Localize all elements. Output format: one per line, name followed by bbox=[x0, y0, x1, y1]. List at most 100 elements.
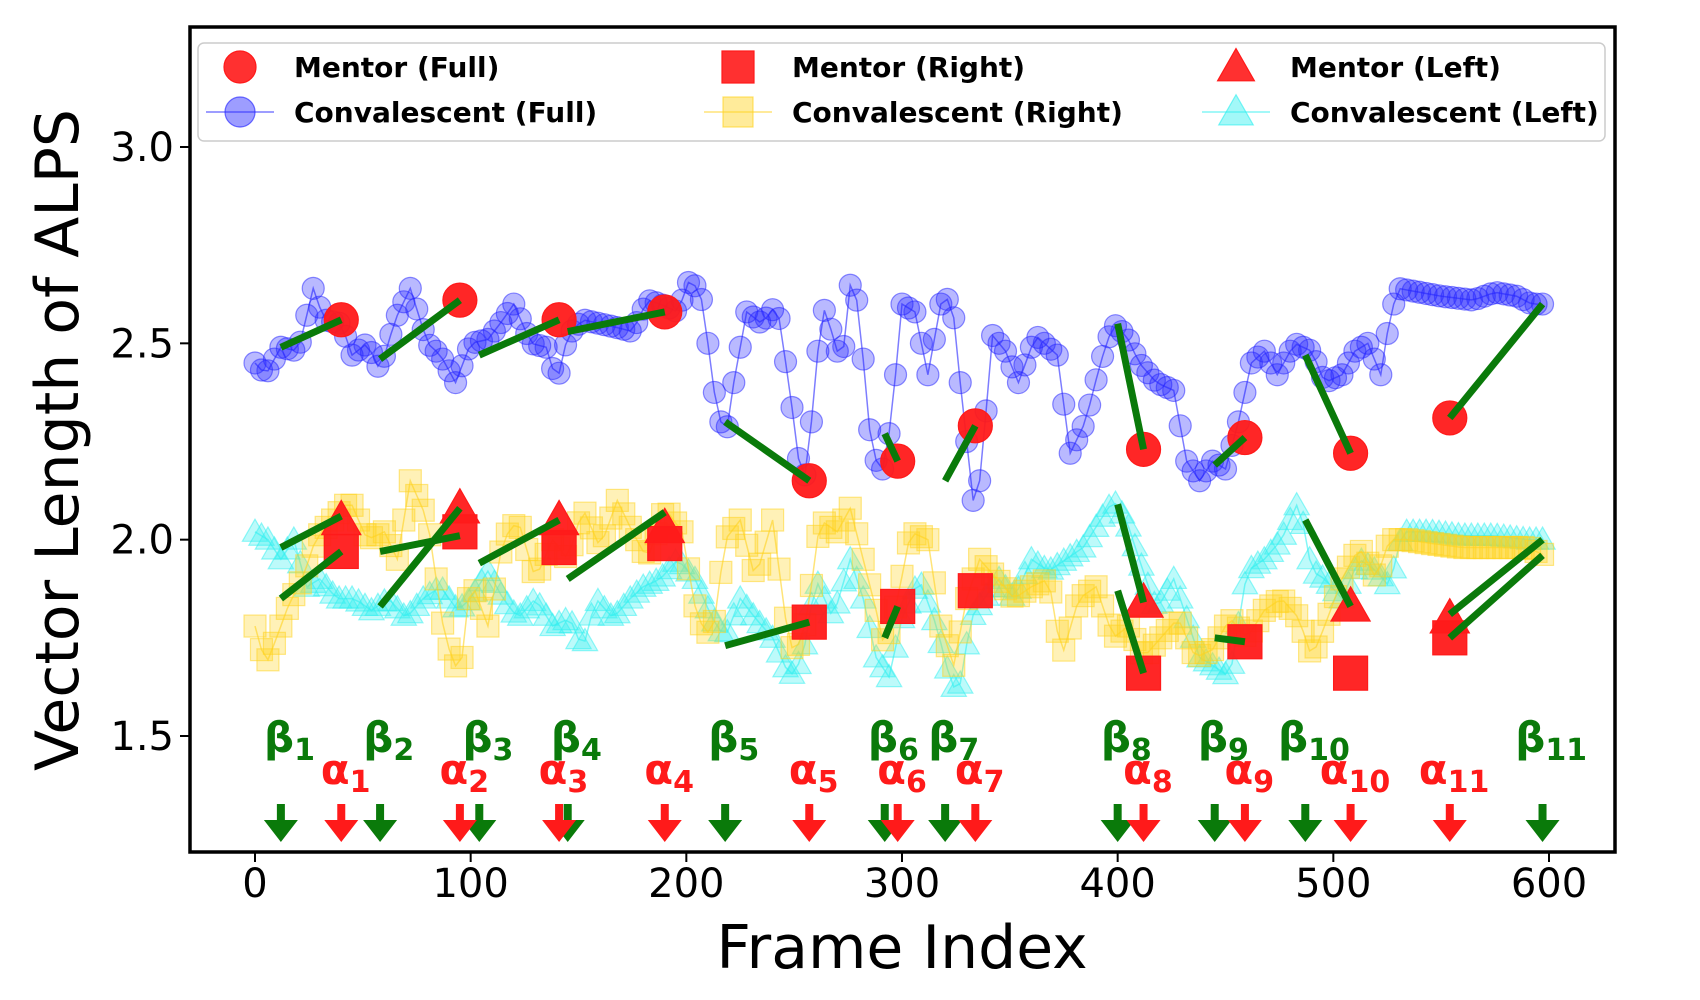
data-point bbox=[1030, 554, 1059, 579]
data-point bbox=[1194, 640, 1218, 665]
data-point bbox=[1050, 546, 1078, 571]
data-point bbox=[767, 306, 791, 331]
data-point bbox=[722, 371, 746, 395]
event-subscript: 3 bbox=[567, 765, 588, 800]
alpha-label: α9 bbox=[1224, 745, 1274, 800]
data-point bbox=[696, 331, 720, 355]
data-point bbox=[1479, 282, 1503, 306]
data-point bbox=[1056, 542, 1084, 567]
data-point bbox=[812, 298, 836, 322]
arrow-head bbox=[1525, 820, 1560, 842]
connector-line bbox=[1447, 301, 1546, 421]
data-point bbox=[603, 599, 632, 624]
data-point bbox=[832, 508, 856, 532]
legend-item: Mentor (Right) bbox=[721, 50, 1025, 84]
data-point bbox=[1407, 530, 1432, 554]
data-point bbox=[1160, 565, 1188, 590]
data-point bbox=[592, 524, 616, 548]
data-point bbox=[689, 612, 714, 636]
arrow-shaft bbox=[1538, 804, 1547, 822]
data-point bbox=[1453, 287, 1477, 311]
data-point bbox=[398, 276, 422, 300]
arrow-shaft bbox=[660, 804, 669, 822]
data-point bbox=[832, 334, 856, 359]
data-point bbox=[935, 287, 959, 311]
data-point bbox=[942, 306, 966, 330]
data-point bbox=[748, 552, 772, 576]
data-point bbox=[993, 577, 1018, 601]
data-point bbox=[812, 511, 836, 535]
data-point bbox=[765, 638, 793, 663]
connector-line bbox=[1114, 589, 1147, 675]
data-point bbox=[1013, 579, 1037, 603]
data-point bbox=[1362, 347, 1386, 371]
arrow-head bbox=[880, 820, 915, 842]
alpha-arrow-icon bbox=[792, 804, 827, 842]
data-point bbox=[1420, 531, 1445, 556]
event-symbol: α bbox=[1419, 745, 1448, 794]
data-point bbox=[819, 515, 843, 539]
event-symbol: β bbox=[1278, 713, 1308, 762]
arrow-head bbox=[792, 820, 827, 842]
data-point bbox=[1295, 545, 1324, 570]
alpha-arrow-icon bbox=[542, 804, 577, 842]
data-point bbox=[935, 634, 959, 658]
data-point bbox=[1285, 332, 1309, 356]
data-point bbox=[1330, 363, 1354, 387]
data-point bbox=[502, 292, 526, 316]
data-point bbox=[1244, 549, 1272, 574]
data-point bbox=[676, 270, 701, 295]
data-point bbox=[379, 322, 403, 346]
beta-arrow-icon bbox=[1100, 804, 1135, 842]
beta-arrow-icon bbox=[708, 804, 743, 842]
data-point bbox=[249, 638, 274, 662]
event-symbol: α bbox=[439, 745, 468, 794]
data-point bbox=[838, 496, 862, 520]
data-point bbox=[689, 287, 714, 312]
data-point bbox=[1302, 559, 1330, 584]
alpha-label: α4 bbox=[644, 745, 694, 800]
beta-arrow-icon bbox=[1288, 804, 1323, 842]
data-point bbox=[948, 620, 972, 644]
event-subscript: 8 bbox=[1152, 765, 1173, 800]
data-point bbox=[993, 339, 1018, 363]
data-point bbox=[754, 530, 778, 554]
arrow-shaft bbox=[880, 804, 889, 822]
alpha-arrow-icon bbox=[647, 804, 682, 842]
mentor-point bbox=[439, 487, 481, 524]
data-point bbox=[735, 533, 759, 557]
beta-arrow-icon bbox=[263, 804, 298, 842]
data-point bbox=[1278, 596, 1302, 620]
data-point bbox=[968, 547, 992, 571]
alpha-label: α2 bbox=[439, 745, 489, 800]
alpha-label: α5 bbox=[789, 745, 839, 800]
arrow-shaft bbox=[376, 804, 385, 822]
connector-line bbox=[1114, 503, 1147, 604]
arrow-head bbox=[1227, 820, 1262, 842]
series-convalescent-left bbox=[241, 489, 1557, 698]
connector-lines-layer bbox=[278, 297, 1546, 675]
data-point bbox=[390, 601, 418, 626]
data-point bbox=[959, 601, 987, 626]
x-tick-label: 500 bbox=[1295, 861, 1371, 907]
data-point bbox=[767, 557, 791, 581]
data-point bbox=[541, 356, 565, 381]
arrow-shaft bbox=[1139, 804, 1148, 822]
event-symbol: β bbox=[1515, 713, 1545, 762]
data-point bbox=[1323, 366, 1348, 390]
mentor-point bbox=[644, 507, 686, 544]
legend-marker-icon bbox=[1217, 93, 1255, 126]
beta-arrow-icon bbox=[1525, 804, 1560, 842]
data-point bbox=[1360, 555, 1388, 580]
alpha-arrow-icon bbox=[880, 804, 915, 842]
data-point bbox=[469, 596, 494, 620]
data-point bbox=[1362, 563, 1386, 587]
data-point bbox=[1166, 584, 1194, 609]
legend-label: Mentor (Full) bbox=[294, 51, 499, 84]
legend: Mentor (Full) Mentor (Right) Mentor (Left)… bbox=[197, 42, 1606, 142]
data-point bbox=[359, 340, 384, 365]
data-point bbox=[778, 659, 806, 684]
y-tick-label: 2.5 bbox=[110, 321, 174, 367]
alpha-arrow-icon bbox=[1432, 804, 1467, 842]
